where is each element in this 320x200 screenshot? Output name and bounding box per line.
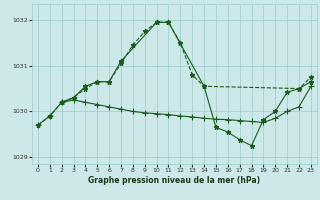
X-axis label: Graphe pression niveau de la mer (hPa): Graphe pression niveau de la mer (hPa) bbox=[88, 176, 260, 185]
